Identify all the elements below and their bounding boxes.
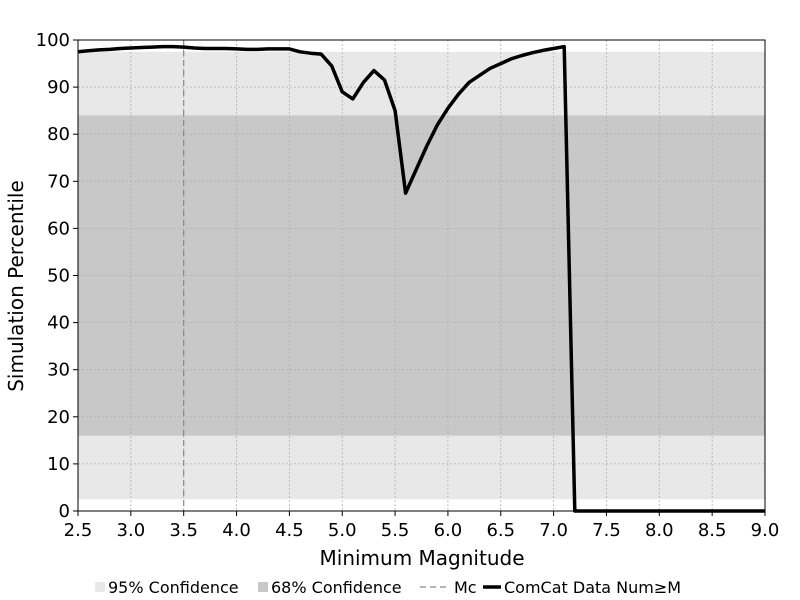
series-group [77, 44, 765, 513]
legend-item: 68% Confidence [258, 578, 402, 597]
x-tick-label: 3.5 [169, 520, 198, 541]
legend-label: ComCat Data Num≥M [504, 578, 681, 597]
x-tick-label: 7.5 [592, 520, 621, 541]
y-tick-label: 90 [47, 77, 70, 98]
x-tick-label: 5.0 [328, 520, 357, 541]
legend-label: Mc [454, 578, 477, 597]
y-axis-ticks: 0 10 20 30 40 50 60 70 80 90 100 [36, 30, 78, 522]
legend-label: 95% Confidence [108, 578, 239, 597]
y-tick-label: 60 [47, 218, 70, 239]
legend-label: 68% Confidence [271, 578, 402, 597]
legend-item: 95% Confidence [95, 578, 239, 597]
confidence-bands [78, 51, 765, 500]
legend-swatch [95, 582, 105, 592]
x-tick-label: 3.0 [117, 520, 146, 541]
y-tick-label: 20 [47, 407, 70, 428]
y-tick-label: 40 [47, 313, 70, 334]
y-axis-label: Simulation Percentile [4, 180, 28, 392]
series-line-comcat [77, 44, 765, 513]
x-tick-label: 6.5 [486, 520, 515, 541]
y-tick-label: 80 [47, 124, 70, 145]
y-tick-label: 50 [47, 266, 70, 287]
legend-item: ComCat Data Num≥M [483, 578, 681, 597]
y-tick-label: 100 [36, 30, 70, 51]
y-tick-label: 70 [47, 171, 70, 192]
x-tick-label: 5.5 [381, 520, 410, 541]
y-tick-label: 30 [47, 360, 70, 381]
x-axis-label: Minimum Magnitude [320, 546, 525, 570]
x-tick-label: 2.5 [64, 520, 93, 541]
y-tick-label: 10 [47, 454, 70, 475]
y-tick-label: 0 [59, 501, 70, 522]
legend-swatch [258, 582, 268, 592]
x-tick-label: 4.5 [275, 520, 304, 541]
x-tick-label: 6.0 [434, 520, 463, 541]
x-tick-label: 8.0 [645, 520, 674, 541]
legend-item: Mc [420, 578, 477, 597]
x-tick-label: 7.0 [539, 520, 568, 541]
band-68 [78, 115, 765, 436]
grid [77, 39, 766, 512]
x-tick-label: 9.0 [751, 520, 780, 541]
x-axis-ticks: 2.5 3.0 3.5 4.0 4.5 5.0 5.5 6.0 6.5 7.0 7.5 8.0 8.5 9… [64, 511, 780, 541]
x-tick-label: 8.5 [698, 520, 727, 541]
x-tick-label: 4.0 [222, 520, 251, 541]
plot-area [77, 39, 766, 513]
legend: 95% Confidence 68% Confidence Mc ComCat Dat… [95, 578, 681, 597]
